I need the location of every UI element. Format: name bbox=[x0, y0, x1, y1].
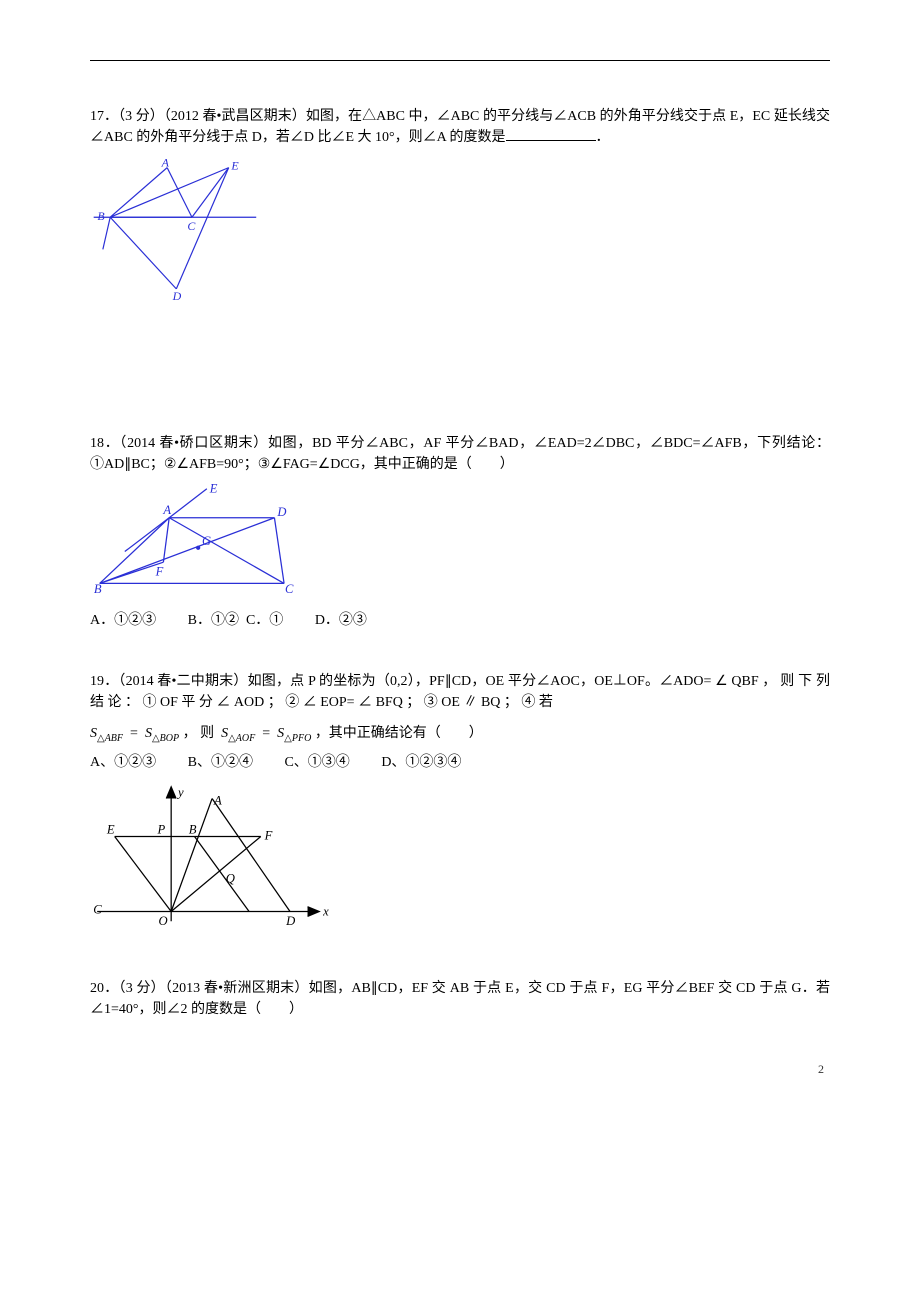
svg-text:Q: Q bbox=[226, 871, 235, 885]
q19-svg: y x O C D E P B F A Q bbox=[90, 781, 340, 931]
problem-18: 18．（2014 春•硚口区期末）如图，BD 平分∠ABC，AF 平分∠BAD，… bbox=[90, 433, 830, 631]
svg-text:C: C bbox=[93, 902, 102, 916]
q20-text: 20．（3 分）（2013 春•新洲区期末）如图，AB∥CD，EF 交 AB 于… bbox=[90, 978, 830, 1020]
q19-opt-b: B、①②④ bbox=[188, 755, 253, 770]
svg-text:C: C bbox=[187, 219, 196, 233]
svg-text:A: A bbox=[162, 503, 171, 517]
top-rule bbox=[90, 60, 830, 61]
svg-text:C: C bbox=[285, 582, 294, 595]
problem-17: 17．（3 分）（2012 春•武昌区期末）如图，在△ABC 中，∠ABC 的平… bbox=[90, 106, 830, 313]
q17-svg: A E B C D bbox=[90, 156, 270, 306]
q17-period: ． bbox=[596, 130, 610, 145]
problem-19: 19．（2014 春•二中期末）如图，点 P 的坐标为（0,2），PF∥CD，O… bbox=[90, 671, 830, 938]
q17-body: 17．（3 分）（2012 春•武昌区期末）如图，在△ABC 中，∠ABC 的平… bbox=[90, 109, 830, 145]
svg-text:D: D bbox=[276, 505, 286, 519]
svg-text:F: F bbox=[155, 565, 164, 579]
problem-20: 20．（3 分）（2013 春•新洲区期末）如图，AB∥CD，EF 交 AB 于… bbox=[90, 978, 830, 1020]
q19-opt-a: A、①②③ bbox=[90, 755, 156, 770]
q18-options: A．①②③ B．①② C．① D．②③ bbox=[90, 610, 830, 631]
svg-text:B: B bbox=[94, 582, 102, 595]
svg-text:x: x bbox=[322, 904, 329, 918]
svg-text:P: P bbox=[157, 822, 166, 836]
q19-text-a: 19．（2014 春•二中期末）如图，点 P 的坐标为（0,2），PF∥CD，O… bbox=[90, 671, 830, 713]
svg-text:G: G bbox=[202, 534, 211, 548]
q19-opt-d: D、①②③④ bbox=[381, 755, 461, 770]
q18-diagram: E A D B C F G bbox=[90, 483, 830, 602]
svg-text:D: D bbox=[285, 914, 295, 928]
q17-diagram: A E B C D bbox=[90, 156, 830, 313]
svg-text:y: y bbox=[176, 785, 184, 799]
svg-text:B: B bbox=[97, 209, 105, 223]
q18-text: 18．（2014 春•硚口区期末）如图，BD 平分∠ABC，AF 平分∠BAD，… bbox=[90, 433, 830, 475]
q18-opt-d: D．②③ bbox=[315, 613, 367, 628]
q19-opt-c: C、①③④ bbox=[284, 755, 349, 770]
page-number: 2 bbox=[90, 1060, 830, 1078]
q19-text-b: ，其中正确结论有（ ） bbox=[315, 726, 483, 741]
svg-text:B: B bbox=[189, 822, 197, 836]
q19-equation-line: S△ABF = S△BOP ， 则 S△AOF = S△PFO ，其中正确结论有… bbox=[90, 723, 830, 746]
q18-opt-b: B．①② bbox=[188, 613, 239, 628]
q17-blank bbox=[506, 127, 596, 141]
svg-text:A: A bbox=[213, 793, 222, 807]
svg-text:D: D bbox=[172, 289, 182, 303]
q18-opt-c: C．① bbox=[246, 613, 283, 628]
svg-text:A: A bbox=[161, 156, 170, 170]
svg-text:E: E bbox=[230, 158, 239, 172]
q17-text: 17．（3 分）（2012 春•武昌区期末）如图，在△ABC 中，∠ABC 的平… bbox=[90, 106, 830, 148]
svg-text:O: O bbox=[159, 914, 168, 928]
q18-opt-a: A．①②③ bbox=[90, 613, 156, 628]
q18-svg: E A D B C F G bbox=[90, 483, 315, 595]
svg-text:E: E bbox=[209, 483, 218, 496]
svg-text:E: E bbox=[106, 822, 115, 836]
svg-text:F: F bbox=[264, 828, 273, 842]
q19-options: A、①②③ B、①②④ C、①③④ D、①②③④ bbox=[90, 752, 830, 773]
q19-diagram: y x O C D E P B F A Q bbox=[90, 781, 830, 938]
